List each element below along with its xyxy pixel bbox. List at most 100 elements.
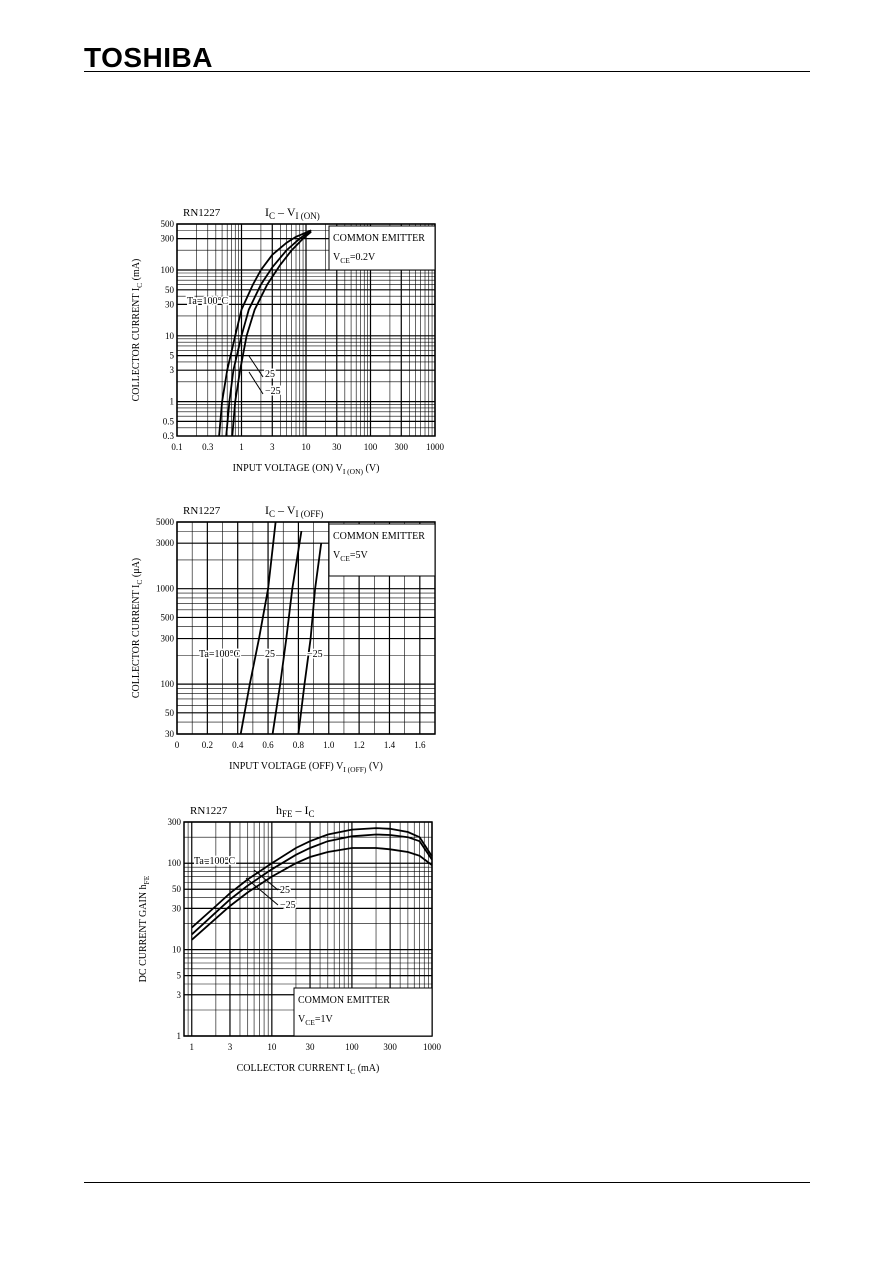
x-tick-label: 300 bbox=[395, 442, 409, 452]
series-line bbox=[191, 827, 433, 929]
x-tick-label: 0.4 bbox=[232, 740, 244, 750]
y-tick-label: 300 bbox=[161, 634, 175, 644]
x-tick-label: 1.2 bbox=[353, 740, 364, 750]
chart-ic-vioff: COMMON EMITTER VCE=5V Ta=100°C 25 −25 0 0.2 0.4… bbox=[131, 503, 436, 774]
x-axis-label: INPUT VOLTAGE (OFF) VI (OFF) (V) bbox=[229, 761, 383, 774]
note-common-emitter: COMMON EMITTER bbox=[333, 233, 425, 244]
x-tick-label: 1 bbox=[239, 442, 244, 452]
plot-frame bbox=[176, 521, 436, 735]
x-axis-label: COLLECTOR CURRENT IC (mA) bbox=[237, 1063, 380, 1076]
series-label: 25 bbox=[265, 369, 275, 380]
x-tick-label: 3 bbox=[270, 442, 275, 452]
series-label: 25 bbox=[265, 649, 275, 660]
chart-title: RN1227 hFE – IC bbox=[190, 803, 315, 819]
x-tick-label: 30 bbox=[306, 1042, 316, 1052]
chart-hfe-ic: COMMON EMITTER VCE=1V Ta=100°C 25 −25 1 3 10 30 1… bbox=[138, 803, 442, 1076]
x-tick-label: 0.2 bbox=[202, 740, 213, 750]
series-label: −25 bbox=[307, 649, 323, 660]
label-leader bbox=[245, 877, 279, 906]
y-tick-label: 100 bbox=[161, 679, 175, 689]
y-tick-label: 300 bbox=[168, 817, 182, 827]
series-line bbox=[271, 531, 303, 735]
y-tick-label: 10 bbox=[172, 945, 182, 955]
note-vce: VCE=1V bbox=[298, 1014, 333, 1027]
title-formula: IC – VI (ON) bbox=[265, 205, 320, 221]
plot-frame bbox=[176, 223, 436, 437]
x-tick-label: 100 bbox=[345, 1042, 359, 1052]
y-tick-label: 500 bbox=[161, 219, 175, 229]
x-tick-label: 1000 bbox=[423, 1042, 442, 1052]
y-tick-label: 500 bbox=[161, 612, 175, 622]
y-tick-label: 0.5 bbox=[163, 416, 175, 426]
x-tick-label: 10 bbox=[302, 442, 312, 452]
series-line bbox=[218, 229, 312, 437]
series-label: Ta=100°C bbox=[199, 649, 240, 660]
y-tick-label: 30 bbox=[165, 729, 175, 739]
note-common-emitter: COMMON EMITTER bbox=[298, 995, 390, 1006]
chart-title: RN1227 IC – VI (OFF) bbox=[183, 503, 323, 519]
y-tick-label: 1000 bbox=[156, 584, 175, 594]
y-tick-label: 1 bbox=[170, 397, 175, 407]
label-leader bbox=[248, 371, 264, 395]
y-tick-label: 10 bbox=[165, 331, 175, 341]
x-tick-label: 1.0 bbox=[323, 740, 335, 750]
footer-rule bbox=[84, 1182, 810, 1183]
y-tick-label: 5 bbox=[170, 351, 175, 361]
title-formula: IC – VI (OFF) bbox=[265, 503, 323, 519]
x-tick-label: 30 bbox=[332, 442, 342, 452]
part-number: RN1227 bbox=[183, 207, 221, 219]
toshiba-logo: TOSHIBA bbox=[84, 42, 213, 73]
x-tick-label: 1.6 bbox=[414, 740, 426, 750]
y-tick-label: 3 bbox=[170, 365, 175, 375]
x-tick-label: 1 bbox=[190, 1042, 195, 1052]
series-label: −25 bbox=[265, 386, 281, 397]
y-axis-label: COLLECTOR CURRENT IC (μA) bbox=[131, 558, 144, 698]
x-tick-label: 0.3 bbox=[202, 442, 214, 452]
series-label: Ta=100°C bbox=[194, 856, 235, 867]
header-rule bbox=[84, 71, 810, 72]
x-tick-label: 3 bbox=[228, 1042, 233, 1052]
note-vce: VCE=0.2V bbox=[333, 252, 376, 265]
x-tick-label: 1.4 bbox=[384, 740, 396, 750]
y-tick-label: 50 bbox=[165, 708, 175, 718]
label-leader bbox=[253, 869, 279, 891]
note-vce: VCE=5V bbox=[333, 550, 368, 563]
y-axis-label: DC CURRENT GAIN hFE bbox=[138, 875, 151, 982]
x-tick-label: 0.8 bbox=[293, 740, 305, 750]
x-tick-label: 0.6 bbox=[262, 740, 274, 750]
note-box bbox=[328, 523, 436, 577]
series-line bbox=[231, 231, 312, 437]
y-tick-label: 1 bbox=[177, 1031, 182, 1041]
series-label: 25 bbox=[280, 885, 290, 896]
note-common-emitter: COMMON EMITTER bbox=[333, 531, 425, 542]
y-tick-label: 5000 bbox=[156, 517, 175, 527]
title-formula: hFE – IC bbox=[276, 803, 315, 819]
label-leader bbox=[248, 355, 264, 378]
y-tick-label: 3000 bbox=[156, 538, 175, 548]
y-tick-label: 3 bbox=[177, 990, 182, 1000]
x-tick-label: 100 bbox=[364, 442, 378, 452]
series-line bbox=[297, 543, 323, 735]
y-tick-label: 100 bbox=[168, 858, 182, 868]
y-tick-label: 50 bbox=[172, 884, 182, 894]
series-line bbox=[225, 229, 312, 437]
y-tick-label: 5 bbox=[177, 971, 182, 981]
series-label: −25 bbox=[280, 900, 296, 911]
series-line bbox=[239, 521, 277, 735]
series-line bbox=[191, 833, 433, 936]
x-axis-label: INPUT VOLTAGE (ON) VI (ON) (V) bbox=[233, 463, 380, 476]
part-number: RN1227 bbox=[190, 805, 228, 817]
x-tick-label: 10 bbox=[267, 1042, 277, 1052]
x-tick-label: 1000 bbox=[426, 442, 445, 452]
y-tick-label: 50 bbox=[165, 285, 175, 295]
x-tick-label: 0 bbox=[175, 740, 180, 750]
part-number: RN1227 bbox=[183, 505, 221, 517]
y-axis-label: COLLECTOR CURRENT IC (mA) bbox=[131, 259, 144, 402]
x-tick-label: 300 bbox=[383, 1042, 397, 1052]
y-tick-label: 100 bbox=[161, 265, 175, 275]
y-tick-label: 0.3 bbox=[163, 431, 175, 441]
series-line bbox=[191, 847, 433, 941]
x-tick-label: 0.1 bbox=[171, 442, 182, 452]
y-tick-label: 30 bbox=[165, 299, 175, 309]
note-box bbox=[328, 225, 436, 271]
